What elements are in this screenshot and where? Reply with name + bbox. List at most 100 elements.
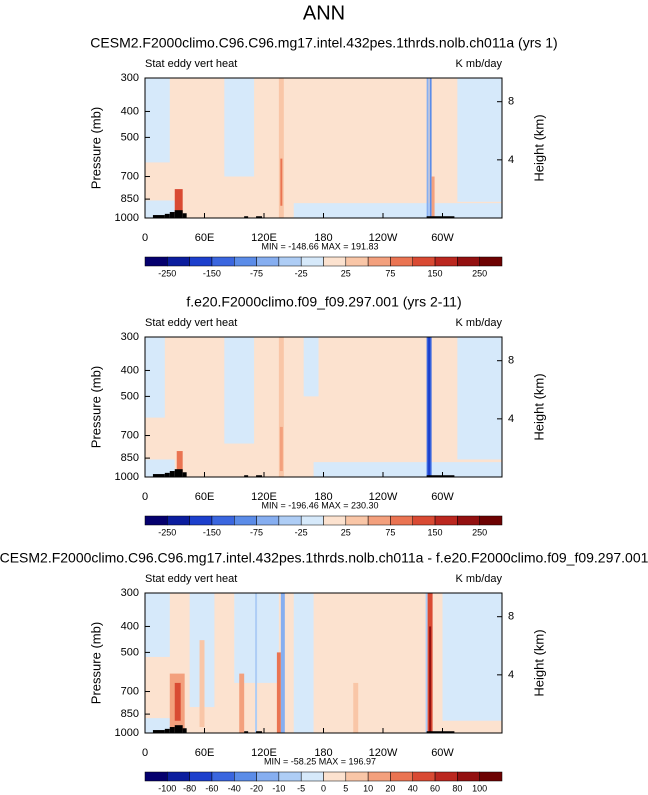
colorbar-box [189, 256, 213, 267]
y-axis-label: Pressure (mb) [88, 107, 103, 189]
field-feature [428, 337, 431, 477]
x-tick-label: 120W [369, 491, 398, 503]
topography [174, 210, 183, 218]
colorbar-label: 40 [408, 783, 418, 793]
colorbar-label: -60 [205, 783, 218, 793]
figure-title: ANN [303, 2, 345, 24]
field-feature [276, 652, 281, 733]
topography [426, 216, 455, 218]
y2-tick-label: 4 [508, 154, 514, 166]
topography [174, 725, 183, 733]
y-axis-label: Pressure (mb) [88, 622, 103, 704]
field-feature [425, 593, 428, 733]
y-tick-label: 850 [121, 452, 139, 464]
y-tick-label: 300 [121, 587, 139, 599]
colorbar-label: -250 [158, 268, 176, 278]
y2-axis-label: Height (km) [531, 629, 546, 696]
x-tick-label: 120W [369, 747, 398, 759]
colorbar-label: -25 [295, 527, 308, 537]
colorbar-label: 150 [428, 268, 443, 278]
field-feature [457, 78, 502, 202]
field-feature [145, 337, 165, 418]
colorbar-box [434, 256, 458, 267]
y-tick-label: 400 [121, 620, 139, 632]
field-background [145, 78, 502, 218]
right-label: K mb/day [456, 317, 503, 329]
colorbar-box [345, 771, 369, 782]
topography [164, 472, 170, 477]
left-label: Stat eddy vert heat [145, 573, 237, 585]
colorbar-box [390, 515, 413, 526]
contour-field [145, 78, 502, 218]
panel-title: f.e20.F2000climo.f09_f09.297.001 (yrs 2-… [186, 294, 461, 310]
field-feature [429, 78, 432, 218]
x-tick-label: 60E [195, 747, 215, 759]
topography [244, 216, 249, 218]
x-tick-label: 120E [251, 491, 277, 503]
y-tick-label: 500 [121, 390, 139, 402]
topography [169, 727, 175, 733]
colorbar-box [323, 515, 347, 526]
y2-tick-label: 4 [508, 669, 514, 681]
colorbar-label: -75 [250, 527, 263, 537]
colorbar-label: 150 [428, 527, 443, 537]
colorbar-label: 20 [385, 783, 395, 793]
field-feature [426, 78, 429, 218]
panel-title: CESM2.F2000climo.C96.C96.mg17.intel.432p… [0, 550, 648, 566]
contour-field [145, 337, 502, 477]
topography [152, 730, 165, 733]
colorbar-box [256, 515, 280, 526]
colorbar-box [323, 256, 347, 267]
field-feature [145, 200, 175, 218]
y-tick-label: 400 [121, 364, 139, 376]
field-feature [280, 158, 283, 206]
y2-tick-label: 8 [508, 355, 514, 367]
colorbar-box [278, 256, 302, 267]
y-tick-label: 1000 [115, 727, 139, 739]
topography [152, 474, 165, 477]
field-feature [303, 337, 319, 397]
field-feature [199, 640, 205, 728]
colorbar-label: -40 [228, 783, 241, 793]
colorbar-label: 10 [363, 783, 373, 793]
colorbar-label: -5 [297, 783, 305, 793]
colorbar-box [367, 515, 391, 526]
colorbar-label: 250 [472, 268, 487, 278]
x-tick-label: 180 [314, 232, 332, 244]
contour-field [145, 593, 502, 733]
topography [256, 731, 263, 733]
stats: MIN = -196.46 MAX = 230.30 [261, 500, 378, 510]
field-feature [176, 451, 183, 473]
topography [256, 475, 263, 477]
colorbar-label: 0 [321, 783, 326, 793]
x-tick-label: 180 [314, 747, 332, 759]
field-feature [279, 426, 283, 472]
field-feature [145, 459, 175, 477]
colorbar-box [234, 256, 257, 267]
colorbar-box [434, 515, 458, 526]
topography [256, 216, 263, 218]
stats: MIN = -58.25 MAX = 196.97 [264, 756, 376, 766]
colorbar-box [412, 515, 436, 526]
colorbar-box [345, 515, 369, 526]
field-feature [431, 176, 435, 218]
colorbar-box [323, 771, 347, 782]
y-tick-label: 1000 [115, 212, 139, 224]
colorbar-box [367, 256, 391, 267]
colorbar-label: -150 [203, 268, 221, 278]
y2-tick-label: 8 [508, 96, 514, 108]
topography [244, 475, 249, 477]
topography [164, 728, 170, 733]
field-feature [255, 593, 258, 733]
x-tick-label: 60E [195, 232, 215, 244]
colorbar-box [211, 256, 235, 267]
colorbar-box [434, 771, 458, 782]
y2-tick-label: 8 [508, 611, 514, 623]
x-tick-label: 60W [431, 232, 454, 244]
colorbar-label: -80 [183, 783, 196, 793]
field-feature [224, 78, 255, 177]
y-tick-label: 700 [121, 170, 139, 182]
colorbar-label: -150 [203, 527, 221, 537]
